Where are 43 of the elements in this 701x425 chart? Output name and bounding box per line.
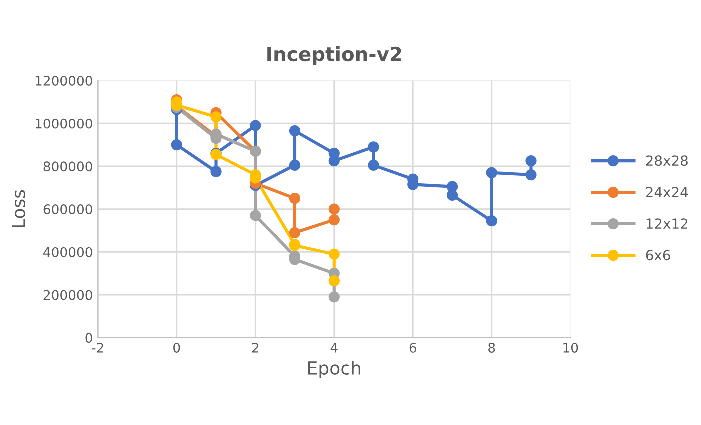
y-tick-label: 1200000: [36, 76, 92, 86]
point: [289, 126, 301, 137]
x-tick-label: 6: [410, 342, 416, 353]
x-tick-label: -2: [92, 342, 104, 353]
point: [289, 227, 301, 238]
point: [486, 167, 498, 178]
point: [289, 160, 301, 171]
legend-label: 24x24: [646, 187, 688, 198]
point: [289, 193, 301, 204]
x-tick-label: 0: [174, 342, 180, 353]
point: [250, 210, 262, 222]
point: [526, 156, 537, 167]
point: [446, 190, 458, 201]
legend-label: 6x6: [646, 250, 670, 261]
legend-label: 12x12: [646, 218, 688, 229]
point: [368, 142, 380, 153]
y-tick-label: 800000: [44, 162, 92, 172]
x-tick-label: 10: [564, 342, 578, 353]
point: [368, 160, 380, 171]
point: [486, 216, 498, 227]
point: [526, 169, 537, 181]
y-tick-label: 200000: [44, 290, 92, 300]
x-tick-label: 8: [488, 342, 496, 353]
y-axis-title: Loss: [12, 190, 26, 228]
y-tick-label: 1000000: [36, 118, 92, 129]
x-axis-title: Epoch: [308, 361, 360, 379]
point: [250, 120, 262, 132]
y-tick-label: 400000: [44, 247, 92, 258]
point: [328, 248, 340, 260]
y-tick-label: 600000: [44, 204, 92, 215]
point: [328, 156, 340, 167]
chart-title: Inception-v2: [268, 46, 402, 66]
point: [171, 139, 182, 151]
legend-label: 28x28: [646, 156, 688, 166]
point: [328, 276, 340, 287]
point: [328, 214, 340, 226]
point: [328, 204, 340, 215]
y-tick-label: 0: [86, 333, 92, 344]
point: [210, 166, 222, 178]
x-tick-label: 4: [330, 343, 338, 353]
x-tick-label: 2: [252, 342, 259, 353]
point: [210, 112, 222, 123]
point: [328, 292, 340, 303]
